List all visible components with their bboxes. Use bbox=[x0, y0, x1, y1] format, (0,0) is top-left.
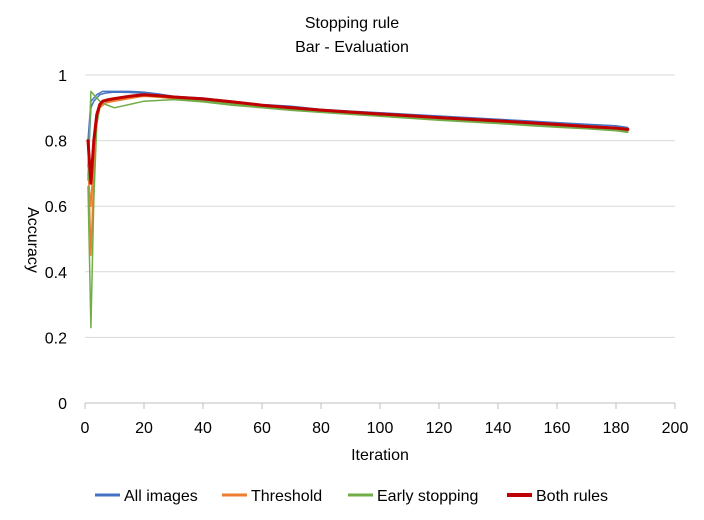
series-line-early-stopping bbox=[87, 94, 629, 329]
x-tick-label: 180 bbox=[603, 420, 630, 437]
gridlines bbox=[85, 74, 675, 338]
y-tick-label: 1 bbox=[58, 68, 67, 85]
y-tick-label: 0.4 bbox=[45, 265, 67, 282]
x-tick-label: 40 bbox=[194, 420, 212, 437]
legend-label-early-stopping: Early stopping bbox=[377, 488, 478, 505]
legend-label-all-images: All images bbox=[124, 488, 198, 505]
tick-labels: 0 0.2 0.4 0.6 0.8 1 0 20 40 60 80 100 120 140 160 180 20… bbox=[45, 68, 689, 437]
x-tick-label: 140 bbox=[485, 420, 512, 437]
chart-title: Stopping rule bbox=[305, 15, 399, 32]
series-line-all-images bbox=[87, 91, 629, 168]
x-tick-label: 20 bbox=[135, 420, 153, 437]
x-tick-label: 200 bbox=[662, 420, 689, 437]
y-tick-label: 0.8 bbox=[45, 134, 67, 151]
legend-label-both-rules: Both rules bbox=[536, 488, 608, 505]
series-line-early-stopping bbox=[87, 90, 629, 181]
chart-subtitle: Bar - Evaluation bbox=[295, 39, 409, 56]
series-line-both-rules bbox=[86, 93, 630, 185]
series-lines bbox=[86, 90, 630, 329]
y-tick-label: 0.6 bbox=[45, 199, 67, 216]
x-tick-label: 60 bbox=[253, 420, 271, 437]
x-tick-label: 100 bbox=[367, 420, 394, 437]
legend-label-threshold: Threshold bbox=[251, 488, 322, 505]
x-tick-label: 80 bbox=[312, 420, 330, 437]
series-line-threshold bbox=[87, 95, 629, 257]
y-tick-label: 0.2 bbox=[45, 330, 67, 347]
legend: All images Threshold Early stopping Both ru… bbox=[95, 488, 608, 505]
x-tick-label: 120 bbox=[426, 420, 453, 437]
y-axis-title: Accuracy bbox=[24, 207, 41, 273]
x-tick-label: 0 bbox=[81, 420, 90, 437]
x-axis-title: Iteration bbox=[351, 447, 409, 464]
x-tick-label: 160 bbox=[544, 420, 571, 437]
axes bbox=[84, 402, 676, 409]
y-tick-label: 0 bbox=[58, 396, 67, 413]
